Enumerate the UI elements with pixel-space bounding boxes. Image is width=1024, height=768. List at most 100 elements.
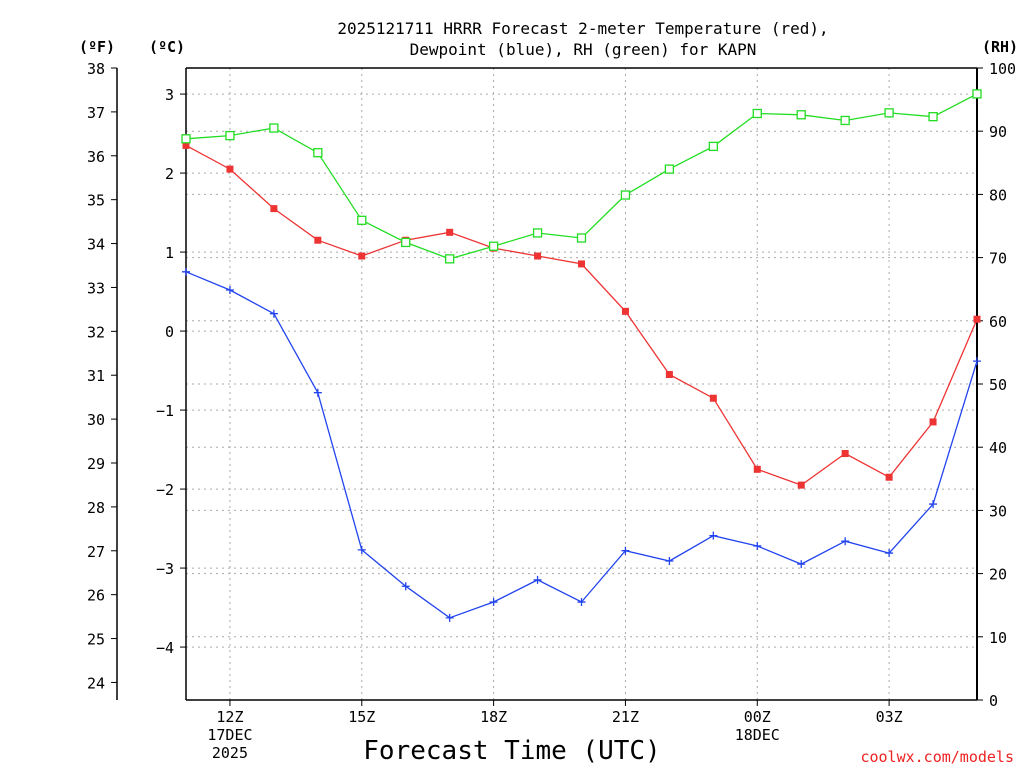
dewpoint-point <box>929 500 938 509</box>
fahrenheit-tick-label: 37 <box>87 104 105 122</box>
celsius-unit-label: (ºC) <box>149 38 185 56</box>
dewpoint-point <box>665 556 674 565</box>
rh-point <box>840 115 850 126</box>
fahrenheit-tick-label: 26 <box>87 587 105 605</box>
fahrenheit-tick-label: 25 <box>87 631 105 649</box>
rh-tick-label: 100 <box>989 60 1016 78</box>
fahrenheit-tick-label: 30 <box>87 411 105 429</box>
rh-point <box>225 130 235 141</box>
axes <box>111 67 983 706</box>
fahrenheit-tick-label: 38 <box>87 60 105 78</box>
temperature-point <box>797 481 805 489</box>
fahrenheit-tick-label: 24 <box>87 674 105 692</box>
rh-point <box>796 110 806 120</box>
temperature-point <box>753 465 761 473</box>
temperature-point <box>709 394 717 402</box>
temperature-point <box>665 371 673 379</box>
temperature-point <box>314 236 322 244</box>
dewpoint-point <box>577 598 586 607</box>
temperature-point <box>270 205 278 213</box>
fahrenheit-tick-label: 32 <box>87 323 105 341</box>
credit-label: coolwx.com/models <box>860 748 1014 766</box>
celsius-tick-label: 3 <box>165 86 174 104</box>
dewpoint-point <box>885 549 894 558</box>
celsius-tick-label: 2 <box>165 165 174 183</box>
temperature-point <box>578 260 585 268</box>
rh-tick-label: 30 <box>989 502 1007 520</box>
dewpoint-point <box>357 545 366 554</box>
rh-point <box>708 141 718 152</box>
celsius-tick-label: −1 <box>156 402 174 420</box>
x-tick-label: 00Z <box>744 708 771 726</box>
chart-title-line-1: 2025121711 HRRR Forecast 2-meter Tempera… <box>337 19 828 38</box>
dewpoint-point <box>973 357 981 366</box>
dewpoint-point <box>753 541 762 550</box>
temperature-point <box>446 228 454 236</box>
dewpoint-point <box>269 309 278 318</box>
rh-tick-label: 90 <box>989 123 1007 141</box>
x-tick-label: 12Z <box>216 708 243 726</box>
rh-point <box>357 215 367 225</box>
temperature-point <box>226 165 234 173</box>
temperature-point <box>182 141 190 149</box>
dewpoint-point <box>445 613 454 622</box>
rh-tick-label: 50 <box>989 376 1007 394</box>
rh-point <box>181 134 191 144</box>
dewpoint-point <box>533 575 542 584</box>
x-tick-label: 17DEC <box>207 726 252 744</box>
temperature-point <box>929 418 937 426</box>
rh-point <box>488 241 499 251</box>
dewpoint-line <box>185 271 978 619</box>
x-axis-label: Forecast Time (UTC) <box>363 736 660 766</box>
rh-point <box>620 190 631 200</box>
dewpoint-point <box>313 388 322 397</box>
rh-point <box>884 108 894 118</box>
x-tick-label: 18DEC <box>735 726 780 744</box>
rh-tick-label: 80 <box>989 186 1007 204</box>
fahrenheit-tick-label: 36 <box>87 148 105 166</box>
celsius-tick-label: 1 <box>165 244 174 262</box>
rh-point <box>664 164 675 174</box>
celsius-tick-label: −3 <box>156 560 174 578</box>
dewpoint-point <box>621 546 630 555</box>
dewpoint-point <box>841 537 850 546</box>
rh-point <box>269 123 279 133</box>
temperature-point <box>621 307 629 315</box>
chart-title: 2025121711 HRRR Forecast 2-meter Tempera… <box>337 19 828 59</box>
temperature-point <box>358 252 366 260</box>
rh-point <box>445 254 455 264</box>
dewpoint-point <box>182 267 190 276</box>
rh-point <box>972 89 982 99</box>
dewpoint-point <box>401 582 410 591</box>
rh-tick-label: 0 <box>989 692 998 710</box>
rh-point <box>752 108 762 119</box>
fahrenheit-tick-label: 28 <box>87 499 105 517</box>
temperature-line <box>185 144 978 486</box>
x-tick-label: 03Z <box>876 708 903 726</box>
temperature-point <box>973 315 981 323</box>
x-tick-label: 18Z <box>480 708 507 726</box>
rh-tick-label: 60 <box>989 313 1007 331</box>
fahrenheit-tick-label: 29 <box>87 455 105 473</box>
celsius-tick-label: −4 <box>156 639 174 657</box>
fahrenheit-tick-label: 35 <box>87 192 105 210</box>
rh-tick-label: 20 <box>989 566 1007 584</box>
dewpoint-point <box>709 531 718 540</box>
rh-point <box>313 148 323 158</box>
dewpoint-point <box>797 560 806 569</box>
rh-point <box>576 233 587 243</box>
temperature-point <box>534 252 542 260</box>
dewpoint-point <box>225 285 234 294</box>
fahrenheit-tick-label: 27 <box>87 543 105 561</box>
fahrenheit-unit-label: (ºF) <box>79 38 115 56</box>
fahrenheit-tick-label: 34 <box>87 236 105 254</box>
celsius-tick-label: 0 <box>165 323 174 341</box>
rh-tick-label: 40 <box>989 439 1007 457</box>
rh-point <box>401 237 411 248</box>
data-series <box>181 89 982 622</box>
x-tick-label: 15Z <box>348 708 375 726</box>
fahrenheit-tick-label: 33 <box>87 279 105 297</box>
rh-point <box>532 228 543 238</box>
